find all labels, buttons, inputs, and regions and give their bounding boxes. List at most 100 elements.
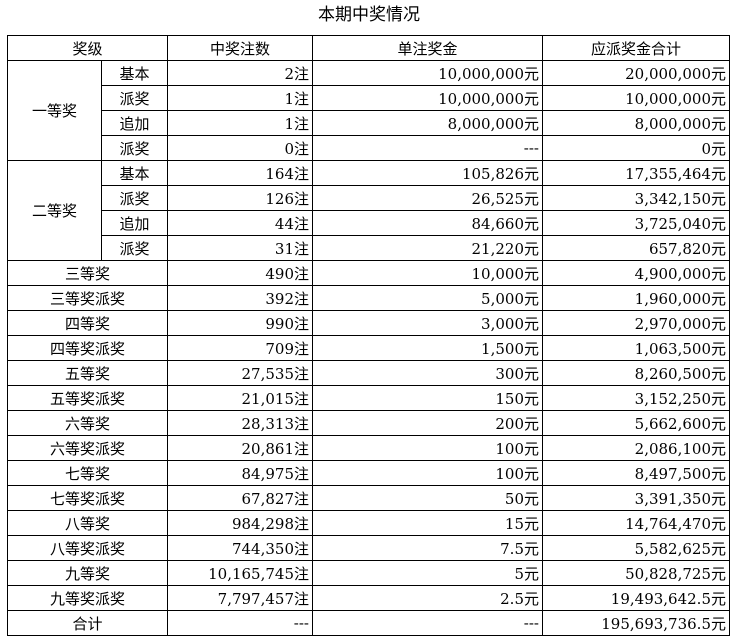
prize-sublevel: 派奖: [101, 135, 168, 161]
summary-row: 合计 --- --- 195,693,736.5元: [7, 610, 730, 636]
total-prize: 3,725,040元: [542, 210, 730, 236]
table-row: 追加 1注 8,000,000元 8,000,000元: [8, 110, 730, 136]
winning-count: 984,298注: [167, 510, 313, 536]
table-row: 六等奖 28,313注 200元 5,662,600元: [7, 410, 730, 436]
winning-count: 490注: [167, 260, 313, 286]
total-prize: 17,355,464元: [542, 160, 730, 186]
unit-prize: 7.5元: [312, 535, 543, 561]
winning-count: 2注: [167, 60, 313, 86]
winning-count: 7,797,457注: [167, 585, 313, 611]
winning-count: 1注: [167, 110, 313, 136]
winning-count: 28,313注: [167, 410, 313, 436]
prize-level: 四等奖派奖: [7, 335, 168, 361]
total-prize: 8,000,000元: [542, 110, 730, 136]
prize-level: 九等奖派奖: [7, 585, 168, 611]
table-row: 九等奖 10,165,745注 5元 50,828,725元: [7, 560, 730, 586]
table-row: 七等奖派奖 67,827注 50元 3,391,350元: [7, 485, 730, 511]
table-body: 一等奖 基本 2注 10,000,000元 20,000,000元 派奖 1注 10,000,…: [7, 60, 730, 636]
unit-prize: 105,826元: [312, 160, 543, 186]
table-row: 三等奖 490注 10,000元 4,900,000元: [7, 260, 730, 286]
table-row: 派奖 1注 10,000,000元 10,000,000元: [8, 85, 730, 111]
header-total: 应派奖金合计: [542, 35, 730, 61]
header-count: 中奖注数: [167, 35, 313, 61]
prize-level: 七等奖: [7, 460, 168, 486]
prize-sublevel: 追加: [101, 210, 168, 236]
winning-count: 709注: [167, 335, 313, 361]
table-row: 六等奖派奖 20,861注 100元 2,086,100元: [7, 435, 730, 461]
total-prize: 2,086,100元: [542, 435, 730, 461]
unit-prize: 300元: [312, 360, 543, 386]
winning-count: 20,861注: [167, 435, 313, 461]
winning-count: 10,165,745注: [167, 560, 313, 586]
total-prize: 657,820元: [542, 235, 730, 261]
unit-prize: 5,000元: [312, 285, 543, 311]
winning-count: 164注: [167, 160, 313, 186]
unit-prize: 10,000,000元: [312, 60, 543, 86]
total-prize: 4,900,000元: [542, 260, 730, 286]
total-prize: 2,970,000元: [542, 310, 730, 336]
total-prize: 5,662,600元: [542, 410, 730, 436]
table-row: 追加 44注 84,660元 3,725,040元: [8, 210, 730, 236]
unit-prize: 84,660元: [312, 210, 543, 236]
table-row: 七等奖 84,975注 100元 8,497,500元: [7, 460, 730, 486]
prize-level: 五等奖派奖: [7, 385, 168, 411]
total-prize: 19,493,642.5元: [542, 585, 730, 611]
prize-sublevel: 派奖: [101, 185, 168, 211]
winning-count: 744,350注: [167, 535, 313, 561]
prize-sublevel: 基本: [101, 60, 168, 86]
prize-level: 四等奖: [7, 310, 168, 336]
table-row: 一等奖 基本 2注 10,000,000元 20,000,000元: [7, 60, 730, 161]
prize-level: 三等奖派奖: [7, 285, 168, 311]
summary-total: 195,693,736.5元: [542, 610, 730, 636]
total-prize: 1,063,500元: [542, 335, 730, 361]
unit-prize: 100元: [312, 435, 543, 461]
prize-sublevel: 派奖: [101, 85, 168, 111]
unit-prize: 10,000元: [312, 260, 543, 286]
total-prize: 3,391,350元: [542, 485, 730, 511]
total-prize: 5,582,625元: [542, 535, 730, 561]
unit-prize: 1,500元: [312, 335, 543, 361]
prize-level: 三等奖: [7, 260, 168, 286]
prize-level-group: 二等奖: [7, 160, 102, 261]
total-prize: 3,342,150元: [542, 185, 730, 211]
unit-prize: 100元: [312, 460, 543, 486]
winning-count: 67,827注: [167, 485, 313, 511]
unit-prize: 5元: [312, 560, 543, 586]
winning-count: 0注: [167, 135, 313, 161]
prize-level: 五等奖: [7, 360, 168, 386]
unit-prize: 21,220元: [312, 235, 543, 261]
summary-unit-prize: ---: [312, 610, 543, 636]
unit-prize: 10,000,000元: [312, 85, 543, 111]
total-prize: 3,152,250元: [542, 385, 730, 411]
table-row: 四等奖 990注 3,000元 2,970,000元: [7, 310, 730, 336]
winning-count: 1注: [167, 85, 313, 111]
unit-prize: 3,000元: [312, 310, 543, 336]
table-row: 派奖 31注 21,220元 657,820元: [8, 235, 730, 261]
prize-table: 奖级 中奖注数 单注奖金 应派奖金合计 一等奖 基本 2注 10,000,000元 20…: [7, 35, 730, 636]
total-prize: 50,828,725元: [542, 560, 730, 586]
winning-count: 21,015注: [167, 385, 313, 411]
prize-level: 八等奖: [7, 510, 168, 536]
unit-prize: 150元: [312, 385, 543, 411]
prize-level-group: 一等奖: [7, 60, 102, 161]
summary-label: 合计: [7, 610, 168, 636]
table-row: 四等奖派奖 709注 1,500元 1,063,500元: [7, 335, 730, 361]
table-header-row: 奖级 中奖注数 单注奖金 应派奖金合计: [7, 35, 730, 61]
prize-level: 六等奖: [7, 410, 168, 436]
winning-count: 990注: [167, 310, 313, 336]
prize-level: 九等奖: [7, 560, 168, 586]
unit-prize: ---: [312, 135, 543, 161]
summary-count: ---: [167, 610, 313, 636]
total-prize: 8,497,500元: [542, 460, 730, 486]
header-unit-prize: 单注奖金: [312, 35, 543, 61]
table-row: 九等奖派奖 7,797,457注 2.5元 19,493,642.5元: [7, 585, 730, 611]
unit-prize: 2.5元: [312, 585, 543, 611]
winning-count: 31注: [167, 235, 313, 261]
winning-count: 392注: [167, 285, 313, 311]
unit-prize: 50元: [312, 485, 543, 511]
total-prize: 8,260,500元: [542, 360, 730, 386]
prize-level: 六等奖派奖: [7, 435, 168, 461]
winning-count: 27,535注: [167, 360, 313, 386]
prize-sublevel: 追加: [101, 110, 168, 136]
prize-sublevel: 基本: [101, 160, 168, 186]
